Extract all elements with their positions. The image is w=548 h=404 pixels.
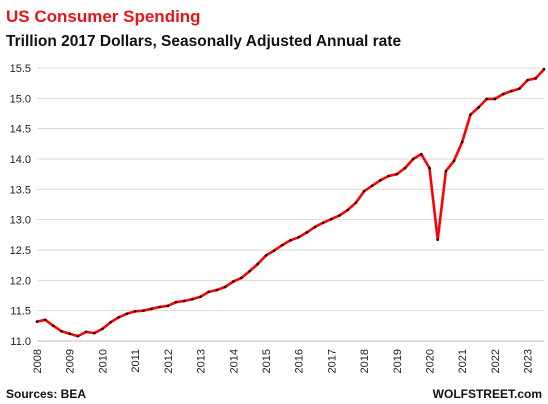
y-tick-label: 14.5: [10, 124, 31, 136]
point: [199, 295, 202, 299]
point: [264, 254, 268, 257]
point: [101, 327, 104, 331]
point: [272, 249, 276, 252]
point: [493, 97, 497, 101]
point: [68, 332, 72, 336]
line: [36, 68, 545, 338]
point: [460, 140, 464, 144]
point: [501, 92, 505, 96]
point: [109, 320, 112, 324]
point: [534, 77, 538, 80]
point: [354, 201, 358, 204]
x-tick-label: 2020: [425, 349, 437, 373]
point: [436, 238, 439, 241]
point: [215, 288, 219, 292]
point: [370, 184, 374, 187]
point: [346, 208, 350, 212]
point: [330, 217, 333, 221]
point: [223, 285, 227, 289]
point: [452, 159, 456, 163]
point: [518, 87, 521, 90]
watermark: WOLFSTREET.com: [433, 387, 542, 401]
point: [158, 305, 161, 309]
point: [125, 312, 129, 316]
x-tick-label: 2022: [490, 349, 502, 373]
x-tick-label: 2013: [196, 349, 208, 373]
point: [321, 221, 325, 224]
point: [305, 231, 309, 234]
point: [207, 290, 211, 294]
point: [35, 320, 39, 323]
point: [379, 178, 382, 182]
y-tick-label: 15.0: [10, 93, 31, 105]
point: [182, 299, 186, 303]
x-tick-label: 2021: [457, 349, 469, 373]
point: [166, 304, 170, 308]
point: [289, 238, 292, 242]
x-tick-label: 2008: [32, 349, 44, 373]
point: [297, 235, 300, 239]
x-tick-label: 2018: [359, 349, 371, 373]
point: [338, 214, 341, 217]
chart-subtitle: Trillion 2017 Dollars, Seasonally Adjust…: [6, 33, 401, 50]
point: [526, 78, 529, 82]
x-tick-label: 2014: [228, 349, 240, 373]
point: [133, 309, 137, 313]
point: [150, 307, 153, 311]
point: [428, 166, 431, 170]
y-tick-label: 13.5: [10, 184, 31, 196]
point: [174, 300, 178, 304]
y-tick-label: 12.0: [10, 275, 31, 287]
point: [542, 67, 546, 71]
point: [43, 318, 47, 322]
x-tick-label: 2019: [392, 349, 404, 373]
point: [411, 157, 415, 161]
point: [256, 262, 260, 266]
point: [313, 225, 317, 229]
y-tick-label: 11.0: [10, 336, 31, 348]
x-tick-label: 2015: [261, 349, 273, 373]
source: Sources: BEA: [6, 387, 86, 401]
point: [387, 174, 390, 178]
y-tick-label: 13.0: [10, 215, 31, 227]
point: [281, 243, 284, 247]
point: [362, 189, 366, 193]
point: [395, 172, 399, 176]
point: [76, 334, 80, 338]
point: [240, 276, 243, 280]
x-tick-label: 2016: [294, 349, 306, 373]
point: [191, 297, 194, 301]
y-tick-label: 11.5: [10, 306, 31, 318]
point: [469, 113, 472, 117]
x-tick-label: 2009: [65, 349, 77, 373]
y-tick-label: 15.5: [10, 63, 31, 75]
point: [92, 331, 96, 335]
x-tick-label: 2011: [130, 349, 142, 373]
point: [52, 324, 55, 328]
x-tick-label: 2010: [97, 349, 109, 373]
point: [248, 269, 251, 273]
point: [231, 280, 235, 283]
point: [84, 330, 88, 334]
point: [117, 316, 121, 319]
point: [485, 97, 489, 101]
x-tick-label: 2012: [163, 349, 175, 373]
point: [477, 106, 480, 109]
point: [403, 166, 407, 170]
chart-title: US Consumer Spending: [6, 7, 201, 26]
point: [420, 152, 423, 156]
x-tick-label: 2023: [523, 349, 535, 373]
point: [509, 89, 513, 93]
point: [60, 329, 63, 333]
x-tick-label: 2017: [326, 349, 338, 373]
y-tick-label: 12.5: [10, 245, 31, 257]
y-tick-label: 14.0: [10, 154, 31, 166]
point: [444, 169, 448, 173]
point: [142, 309, 145, 312]
